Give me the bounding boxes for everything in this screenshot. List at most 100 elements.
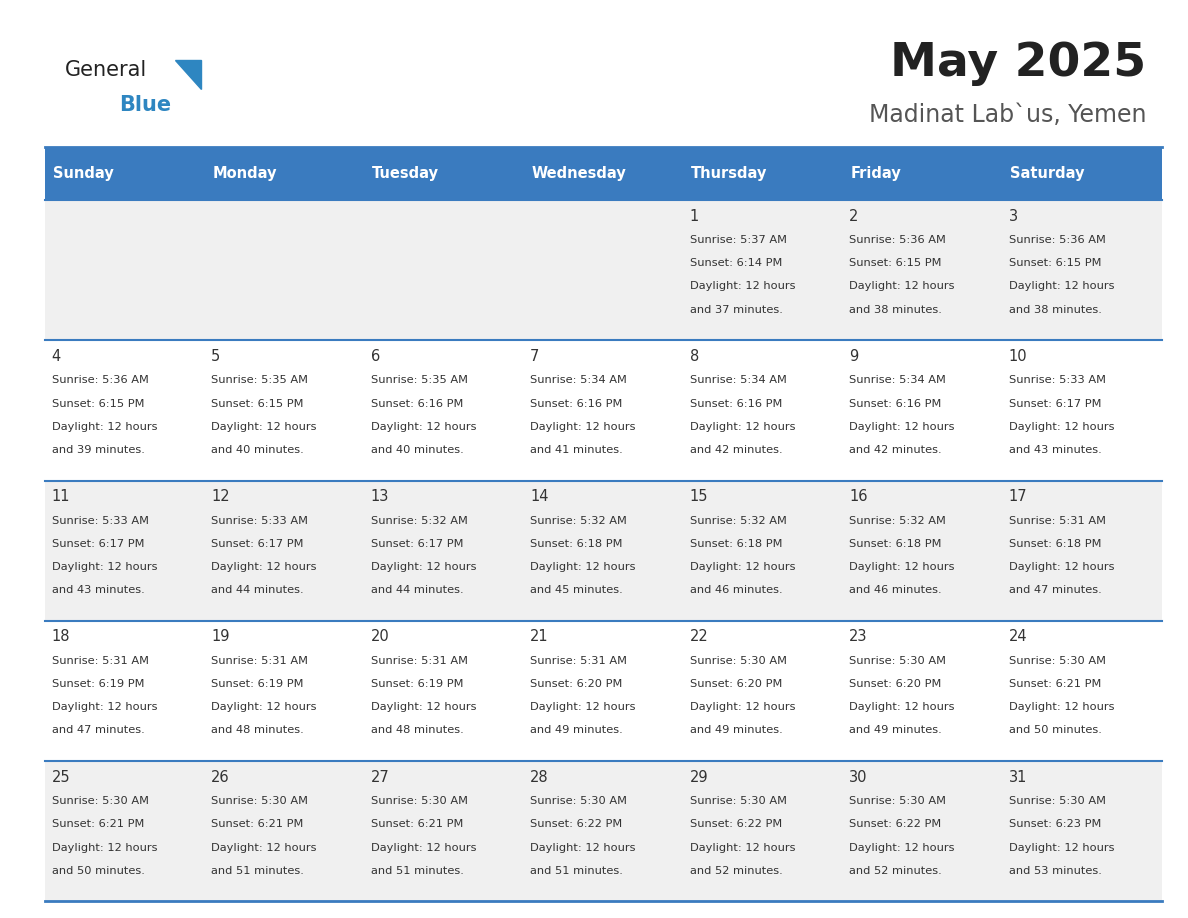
Text: Sunset: 6:20 PM: Sunset: 6:20 PM (849, 679, 942, 689)
Text: Sunset: 6:15 PM: Sunset: 6:15 PM (849, 258, 942, 268)
Text: Madinat Lab`us, Yemen: Madinat Lab`us, Yemen (868, 103, 1146, 127)
Text: Daylight: 12 hours: Daylight: 12 hours (51, 421, 157, 431)
Text: Sunrise: 5:33 AM: Sunrise: 5:33 AM (1009, 375, 1106, 386)
Text: 24: 24 (1009, 630, 1028, 644)
Text: and 52 minutes.: and 52 minutes. (690, 866, 783, 876)
Text: Sunrise: 5:30 AM: Sunrise: 5:30 AM (849, 796, 946, 806)
Text: 12: 12 (211, 489, 229, 504)
Text: Daylight: 12 hours: Daylight: 12 hours (690, 562, 795, 572)
Text: Blue: Blue (119, 95, 171, 115)
Text: 11: 11 (51, 489, 70, 504)
Text: May 2025: May 2025 (890, 41, 1146, 86)
Text: and 53 minutes.: and 53 minutes. (1009, 866, 1101, 876)
Text: Sunrise: 5:34 AM: Sunrise: 5:34 AM (690, 375, 786, 386)
Text: and 44 minutes.: and 44 minutes. (211, 585, 304, 595)
Text: Sunset: 6:17 PM: Sunset: 6:17 PM (51, 539, 144, 549)
Text: Sunset: 6:19 PM: Sunset: 6:19 PM (211, 679, 304, 689)
Text: and 46 minutes.: and 46 minutes. (849, 585, 942, 595)
Text: Sunset: 6:18 PM: Sunset: 6:18 PM (849, 539, 942, 549)
Text: Sunset: 6:19 PM: Sunset: 6:19 PM (371, 679, 463, 689)
Text: Sunrise: 5:31 AM: Sunrise: 5:31 AM (51, 656, 148, 666)
Text: Sunset: 6:17 PM: Sunset: 6:17 PM (211, 539, 304, 549)
Text: 3: 3 (1009, 208, 1018, 224)
Text: 16: 16 (849, 489, 867, 504)
Text: 14: 14 (530, 489, 549, 504)
Text: 18: 18 (51, 630, 70, 644)
Text: and 47 minutes.: and 47 minutes. (1009, 585, 1101, 595)
Text: Daylight: 12 hours: Daylight: 12 hours (1009, 282, 1114, 292)
Text: Sunset: 6:18 PM: Sunset: 6:18 PM (1009, 539, 1101, 549)
Text: and 50 minutes.: and 50 minutes. (51, 866, 145, 876)
Text: Daylight: 12 hours: Daylight: 12 hours (849, 282, 955, 292)
Text: 1: 1 (690, 208, 699, 224)
Text: Sunrise: 5:31 AM: Sunrise: 5:31 AM (530, 656, 627, 666)
Text: Daylight: 12 hours: Daylight: 12 hours (371, 562, 476, 572)
Text: Sunset: 6:22 PM: Sunset: 6:22 PM (530, 820, 623, 830)
Text: Sunrise: 5:30 AM: Sunrise: 5:30 AM (211, 796, 308, 806)
Text: Daylight: 12 hours: Daylight: 12 hours (1009, 421, 1114, 431)
Text: and 46 minutes.: and 46 minutes. (690, 585, 782, 595)
Text: Daylight: 12 hours: Daylight: 12 hours (530, 702, 636, 712)
Text: Daylight: 12 hours: Daylight: 12 hours (371, 421, 476, 431)
Text: and 41 minutes.: and 41 minutes. (530, 445, 623, 455)
Text: 29: 29 (690, 769, 708, 785)
Text: Daylight: 12 hours: Daylight: 12 hours (849, 702, 955, 712)
Text: Sunrise: 5:30 AM: Sunrise: 5:30 AM (51, 796, 148, 806)
Text: Sunrise: 5:32 AM: Sunrise: 5:32 AM (690, 516, 786, 526)
Text: Daylight: 12 hours: Daylight: 12 hours (849, 843, 955, 853)
Text: Daylight: 12 hours: Daylight: 12 hours (51, 843, 157, 853)
Text: Sunrise: 5:31 AM: Sunrise: 5:31 AM (211, 656, 308, 666)
Text: and 42 minutes.: and 42 minutes. (690, 445, 782, 455)
Text: Daylight: 12 hours: Daylight: 12 hours (211, 562, 316, 572)
Text: 5: 5 (211, 349, 220, 364)
Text: Tuesday: Tuesday (372, 166, 440, 181)
Text: Sunrise: 5:30 AM: Sunrise: 5:30 AM (530, 796, 627, 806)
Text: Daylight: 12 hours: Daylight: 12 hours (211, 702, 316, 712)
Text: and 42 minutes.: and 42 minutes. (849, 445, 942, 455)
Text: Daylight: 12 hours: Daylight: 12 hours (211, 421, 316, 431)
Text: Sunrise: 5:31 AM: Sunrise: 5:31 AM (1009, 516, 1106, 526)
Text: Sunset: 6:23 PM: Sunset: 6:23 PM (1009, 820, 1101, 830)
Text: 22: 22 (690, 630, 708, 644)
Text: General: General (65, 60, 147, 80)
Text: Wednesday: Wednesday (532, 166, 626, 181)
Text: Sunrise: 5:35 AM: Sunrise: 5:35 AM (371, 375, 468, 386)
Text: and 51 minutes.: and 51 minutes. (371, 866, 463, 876)
Text: Sunset: 6:22 PM: Sunset: 6:22 PM (690, 820, 782, 830)
Text: 4: 4 (51, 349, 61, 364)
Text: Friday: Friday (851, 166, 902, 181)
Text: 7: 7 (530, 349, 539, 364)
Text: Sunset: 6:16 PM: Sunset: 6:16 PM (690, 398, 782, 409)
Text: Monday: Monday (213, 166, 277, 181)
Text: 15: 15 (690, 489, 708, 504)
Text: Daylight: 12 hours: Daylight: 12 hours (690, 421, 795, 431)
Text: Sunrise: 5:30 AM: Sunrise: 5:30 AM (1009, 796, 1106, 806)
Text: and 43 minutes.: and 43 minutes. (1009, 445, 1101, 455)
Text: Sunrise: 5:32 AM: Sunrise: 5:32 AM (849, 516, 946, 526)
Text: Sunrise: 5:36 AM: Sunrise: 5:36 AM (1009, 235, 1106, 245)
Text: Saturday: Saturday (1010, 166, 1085, 181)
Text: and 49 minutes.: and 49 minutes. (690, 725, 783, 735)
Text: Sunrise: 5:30 AM: Sunrise: 5:30 AM (690, 796, 786, 806)
Text: Sunrise: 5:35 AM: Sunrise: 5:35 AM (211, 375, 308, 386)
Text: and 52 minutes.: and 52 minutes. (849, 866, 942, 876)
Text: Daylight: 12 hours: Daylight: 12 hours (530, 843, 636, 853)
Text: 9: 9 (849, 349, 859, 364)
Text: and 48 minutes.: and 48 minutes. (371, 725, 463, 735)
Text: and 44 minutes.: and 44 minutes. (371, 585, 463, 595)
Text: Sunset: 6:21 PM: Sunset: 6:21 PM (371, 820, 463, 830)
Text: Daylight: 12 hours: Daylight: 12 hours (690, 843, 795, 853)
Text: Sunset: 6:16 PM: Sunset: 6:16 PM (371, 398, 463, 409)
Text: 28: 28 (530, 769, 549, 785)
Text: 31: 31 (1009, 769, 1028, 785)
Text: and 37 minutes.: and 37 minutes. (690, 305, 783, 315)
Text: and 49 minutes.: and 49 minutes. (849, 725, 942, 735)
Text: Sunset: 6:20 PM: Sunset: 6:20 PM (530, 679, 623, 689)
Text: and 39 minutes.: and 39 minutes. (51, 445, 145, 455)
Text: Daylight: 12 hours: Daylight: 12 hours (530, 562, 636, 572)
Text: 6: 6 (371, 349, 380, 364)
Text: Daylight: 12 hours: Daylight: 12 hours (690, 282, 795, 292)
Text: Daylight: 12 hours: Daylight: 12 hours (51, 562, 157, 572)
Text: and 38 minutes.: and 38 minutes. (1009, 305, 1101, 315)
Text: and 40 minutes.: and 40 minutes. (371, 445, 463, 455)
